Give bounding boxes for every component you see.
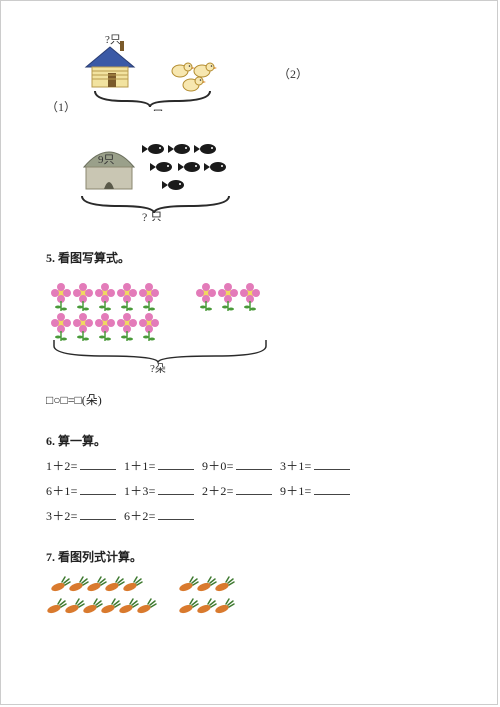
paren-1: （1） <box>46 98 76 115</box>
q7-title: 7. 看图列式计算。 <box>46 548 452 565</box>
calc-expr: 1＋2= <box>46 459 78 473</box>
blank <box>314 458 350 470</box>
calc-expr: 9＋0= <box>202 459 234 473</box>
blank <box>80 483 116 495</box>
calc-expr: 9＋1= <box>280 484 312 498</box>
calc-expr: 6＋1= <box>46 484 78 498</box>
hut-icon: 9只 <box>84 152 134 189</box>
calc-expr: 3＋2= <box>46 509 78 523</box>
blank <box>236 458 272 470</box>
blank <box>158 458 194 470</box>
paren-2: （2） <box>278 65 308 82</box>
blank <box>236 483 272 495</box>
calc-expr: 6＋2= <box>124 509 156 523</box>
blank <box>314 483 350 495</box>
q6-title: 6. 算一算。 <box>46 432 452 449</box>
q4-img1: 13只 ?只 <box>80 31 230 115</box>
nine-label: 9只 <box>98 154 115 166</box>
q4-row2: ? 只 9只 <box>46 131 452 225</box>
flower-group-2 <box>196 283 260 311</box>
blank <box>80 458 116 470</box>
blank <box>158 483 194 495</box>
calc-expr: 1＋1= <box>124 459 156 473</box>
flower-group-1 <box>51 283 159 341</box>
q4b-unknown-label: ? 只 <box>142 210 162 221</box>
calc-expr: 1＋3= <box>124 484 156 498</box>
blank <box>80 508 116 520</box>
blank <box>158 508 194 520</box>
fish-group-icon <box>142 144 226 190</box>
house-icon <box>86 41 134 87</box>
unknown-label: ?只 <box>105 34 121 46</box>
calc-expr: 2＋2= <box>202 484 234 498</box>
q5-figure: ?朵 <box>46 276 452 377</box>
calc-expr: 3＋1= <box>280 459 312 473</box>
total-label: 13只 <box>140 108 164 111</box>
q4-row1: （1） 13只 ?只 <box>46 31 452 115</box>
q5-template: □○□=□(朵) <box>46 391 452 408</box>
calc-line: 1＋2= 1＋1= 9＋0= 3＋1= <box>46 457 452 474</box>
calc-line: 6＋1= 1＋3= 2＋2= 9＋1= <box>46 482 452 499</box>
q5-title: 5. 看图写算式。 <box>46 249 452 266</box>
q6-lines: 1＋2= 1＋1= 9＋0= 3＋1= 6＋1= 1＋3= 2＋2= 9＋1= 3＋… <box>46 457 452 524</box>
q7-figure <box>46 575 452 634</box>
calc-line: 3＋2= 6＋2= <box>46 507 452 524</box>
q5-bottom-label: ?朵 <box>150 362 166 373</box>
q4-img2: ? 只 9只 <box>64 131 244 225</box>
chicks-icon <box>172 63 217 91</box>
